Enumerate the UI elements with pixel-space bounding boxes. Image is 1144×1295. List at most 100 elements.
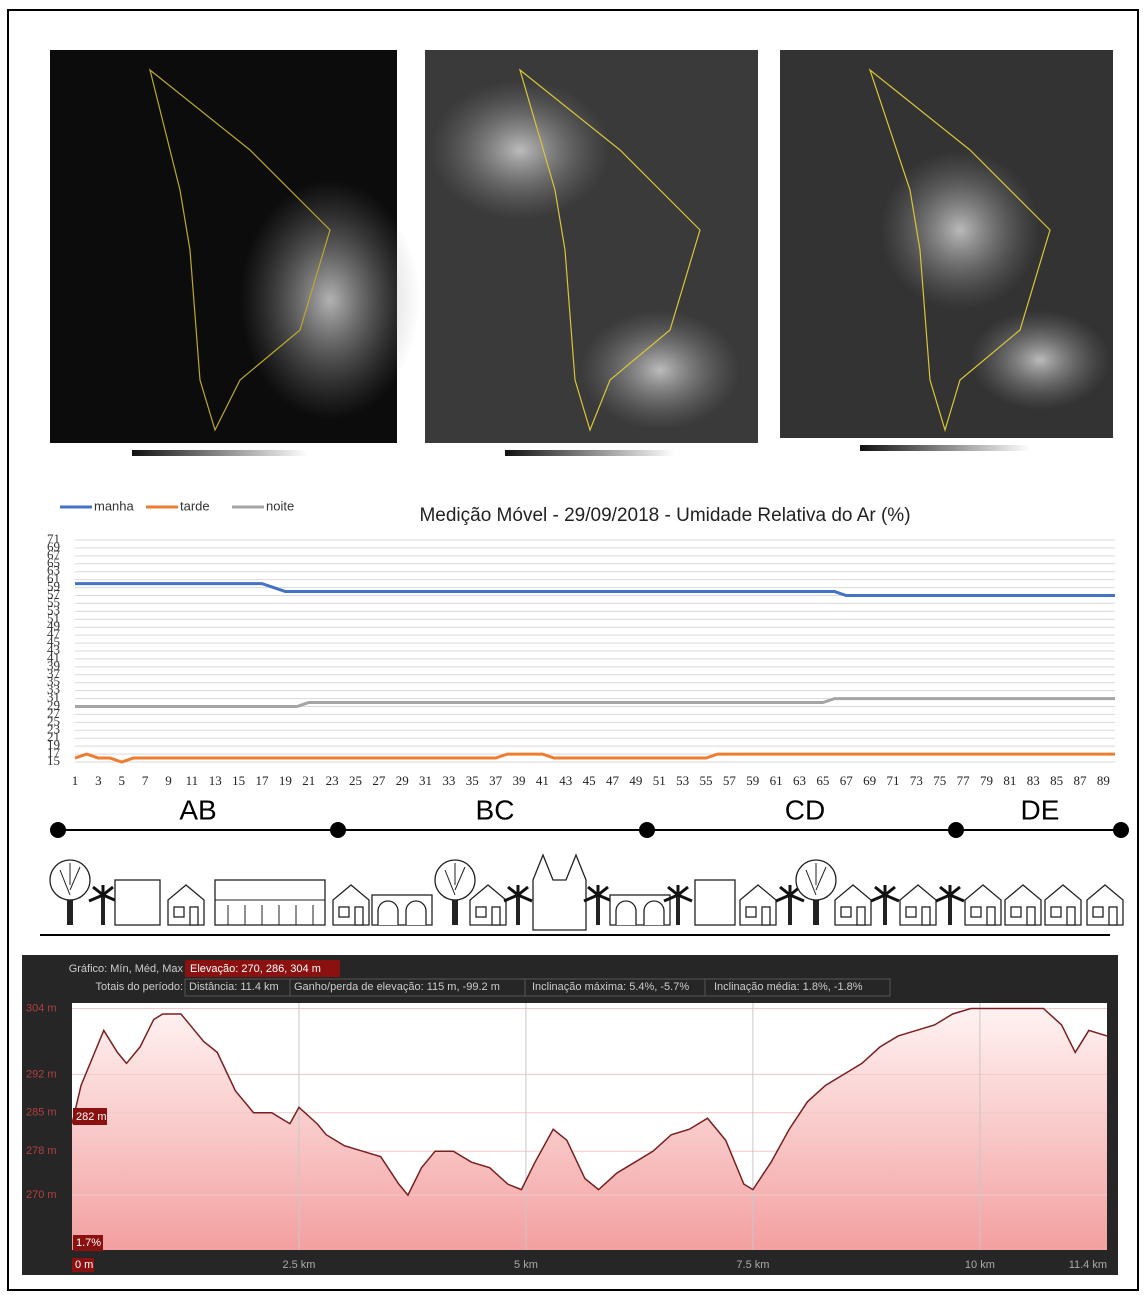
x-tick-label: 13 — [209, 773, 222, 788]
house — [1045, 885, 1081, 925]
x-tick-label: 81 — [1003, 773, 1016, 788]
x-tick-label: 15 — [232, 773, 245, 788]
house — [1005, 885, 1041, 925]
color-bar — [860, 445, 1030, 451]
x-tick-label: 67 — [840, 773, 854, 788]
x-tick-label: 51 — [653, 773, 666, 788]
x-tick-label: 39 — [513, 773, 526, 788]
x-tick-label: 77 — [957, 773, 971, 788]
house — [168, 885, 204, 925]
x-tick-label: 11 — [186, 773, 199, 788]
palm — [584, 885, 612, 925]
house — [965, 885, 1001, 925]
header-value: Distância: 11.4 km — [189, 981, 279, 993]
x-tick-label: 87 — [1073, 773, 1087, 788]
x-tick-label: 7 — [142, 773, 149, 788]
x-tick-label: 89 — [1097, 773, 1110, 788]
x-tick-label: 41 — [536, 773, 549, 788]
series-line — [75, 699, 1115, 707]
palm — [936, 885, 964, 925]
x-tick-label: 31 — [419, 773, 432, 788]
x-tick-label: 45 — [583, 773, 596, 788]
header-value: Inclinação média: 1.8%, -1.8% — [714, 981, 863, 993]
y-tick-label: 278 m — [26, 1145, 57, 1157]
cloud — [240, 180, 420, 420]
x-tick-label: 5 — [118, 773, 125, 788]
segment-label: BC — [476, 794, 515, 825]
legend-label: noite — [266, 498, 294, 513]
x-tick-label: 85 — [1050, 773, 1063, 788]
tree — [435, 860, 475, 925]
x-tick-label: 69 — [863, 773, 876, 788]
house — [1087, 885, 1123, 925]
x-tick-label: 73 — [910, 773, 923, 788]
route: AB BC CD DE — [50, 794, 1129, 838]
x-tick-label: 29 — [396, 773, 409, 788]
chart-title: Medição Móvel - 29/09/2018 - Umidade Rel… — [419, 505, 910, 526]
series-line — [75, 754, 1115, 762]
x-tick-label: 3 — [95, 773, 102, 788]
legend-label: manha — [94, 498, 135, 513]
x-tick-label: 75 — [933, 773, 946, 788]
x-tick-label: 33 — [442, 773, 455, 788]
header-value: Elevação: 270, 286, 304 m — [190, 963, 321, 975]
segment-label: DE — [1021, 794, 1060, 825]
building — [115, 880, 160, 925]
x-tick-label: 55 — [700, 773, 713, 788]
route-point — [948, 822, 964, 838]
route-point — [50, 822, 66, 838]
x-tick-label: 79 — [980, 773, 993, 788]
x-tick-label: 71 — [886, 773, 899, 788]
x-tick-label: 35 — [466, 773, 479, 788]
satellite-images — [50, 50, 1113, 456]
tree — [50, 860, 90, 925]
header-value: Inclinação máxima: 5.4%, -5.7% — [532, 981, 689, 993]
segment-label: AB — [179, 794, 216, 825]
x-tick-label: 11.4 km — [1069, 1259, 1107, 1271]
route-point — [1113, 822, 1129, 838]
house — [470, 885, 506, 925]
x-tick-label: 43 — [559, 773, 572, 788]
x-tick-label: 65 — [816, 773, 829, 788]
x-tick-label: 2.5 km — [282, 1259, 315, 1271]
building — [215, 880, 325, 925]
x-tick-label: 61 — [770, 773, 783, 788]
cloud — [580, 310, 740, 430]
x-tick-label: 57 — [723, 773, 737, 788]
house — [333, 885, 369, 925]
x-tick-label: 47 — [606, 773, 620, 788]
legend-label: tarde — [180, 498, 210, 513]
color-bar — [132, 450, 308, 456]
humidity-chart: 1517192123252729313335373941434547495153… — [47, 498, 1115, 788]
route-point — [330, 822, 346, 838]
x-tick-label: 19 — [279, 773, 292, 788]
figure: Medição Móvel - 29/09/2018 - Umidade Rel… — [0, 0, 1144, 1295]
route-point — [639, 822, 655, 838]
tree — [796, 860, 836, 925]
y-tick-label: 292 m — [26, 1068, 57, 1080]
x-tick-label: 49 — [629, 773, 642, 788]
x-tick-label: 25 — [349, 773, 362, 788]
x-tick-label: 63 — [793, 773, 806, 788]
x-tick-label: 59 — [746, 773, 759, 788]
church — [533, 855, 586, 930]
x-tick-label: 53 — [676, 773, 689, 788]
house — [835, 885, 871, 925]
house — [740, 885, 776, 925]
x-tick-label: 10 km — [965, 1259, 995, 1271]
x-tick-label: 1 — [72, 773, 79, 788]
house — [900, 885, 936, 925]
cloud — [970, 310, 1110, 410]
x-tick-label: 83 — [1027, 773, 1040, 788]
street-illustration — [40, 855, 1123, 935]
x-tick-label: 5 km — [514, 1259, 538, 1271]
series-line — [75, 584, 1115, 596]
palm — [89, 885, 117, 925]
cloud — [880, 150, 1040, 310]
y-tick-label: 270 m — [26, 1189, 57, 1201]
x-tick-label: 27 — [372, 773, 386, 788]
header-label: Totais do período: — [96, 981, 183, 993]
building — [695, 880, 735, 925]
palm — [504, 885, 532, 925]
